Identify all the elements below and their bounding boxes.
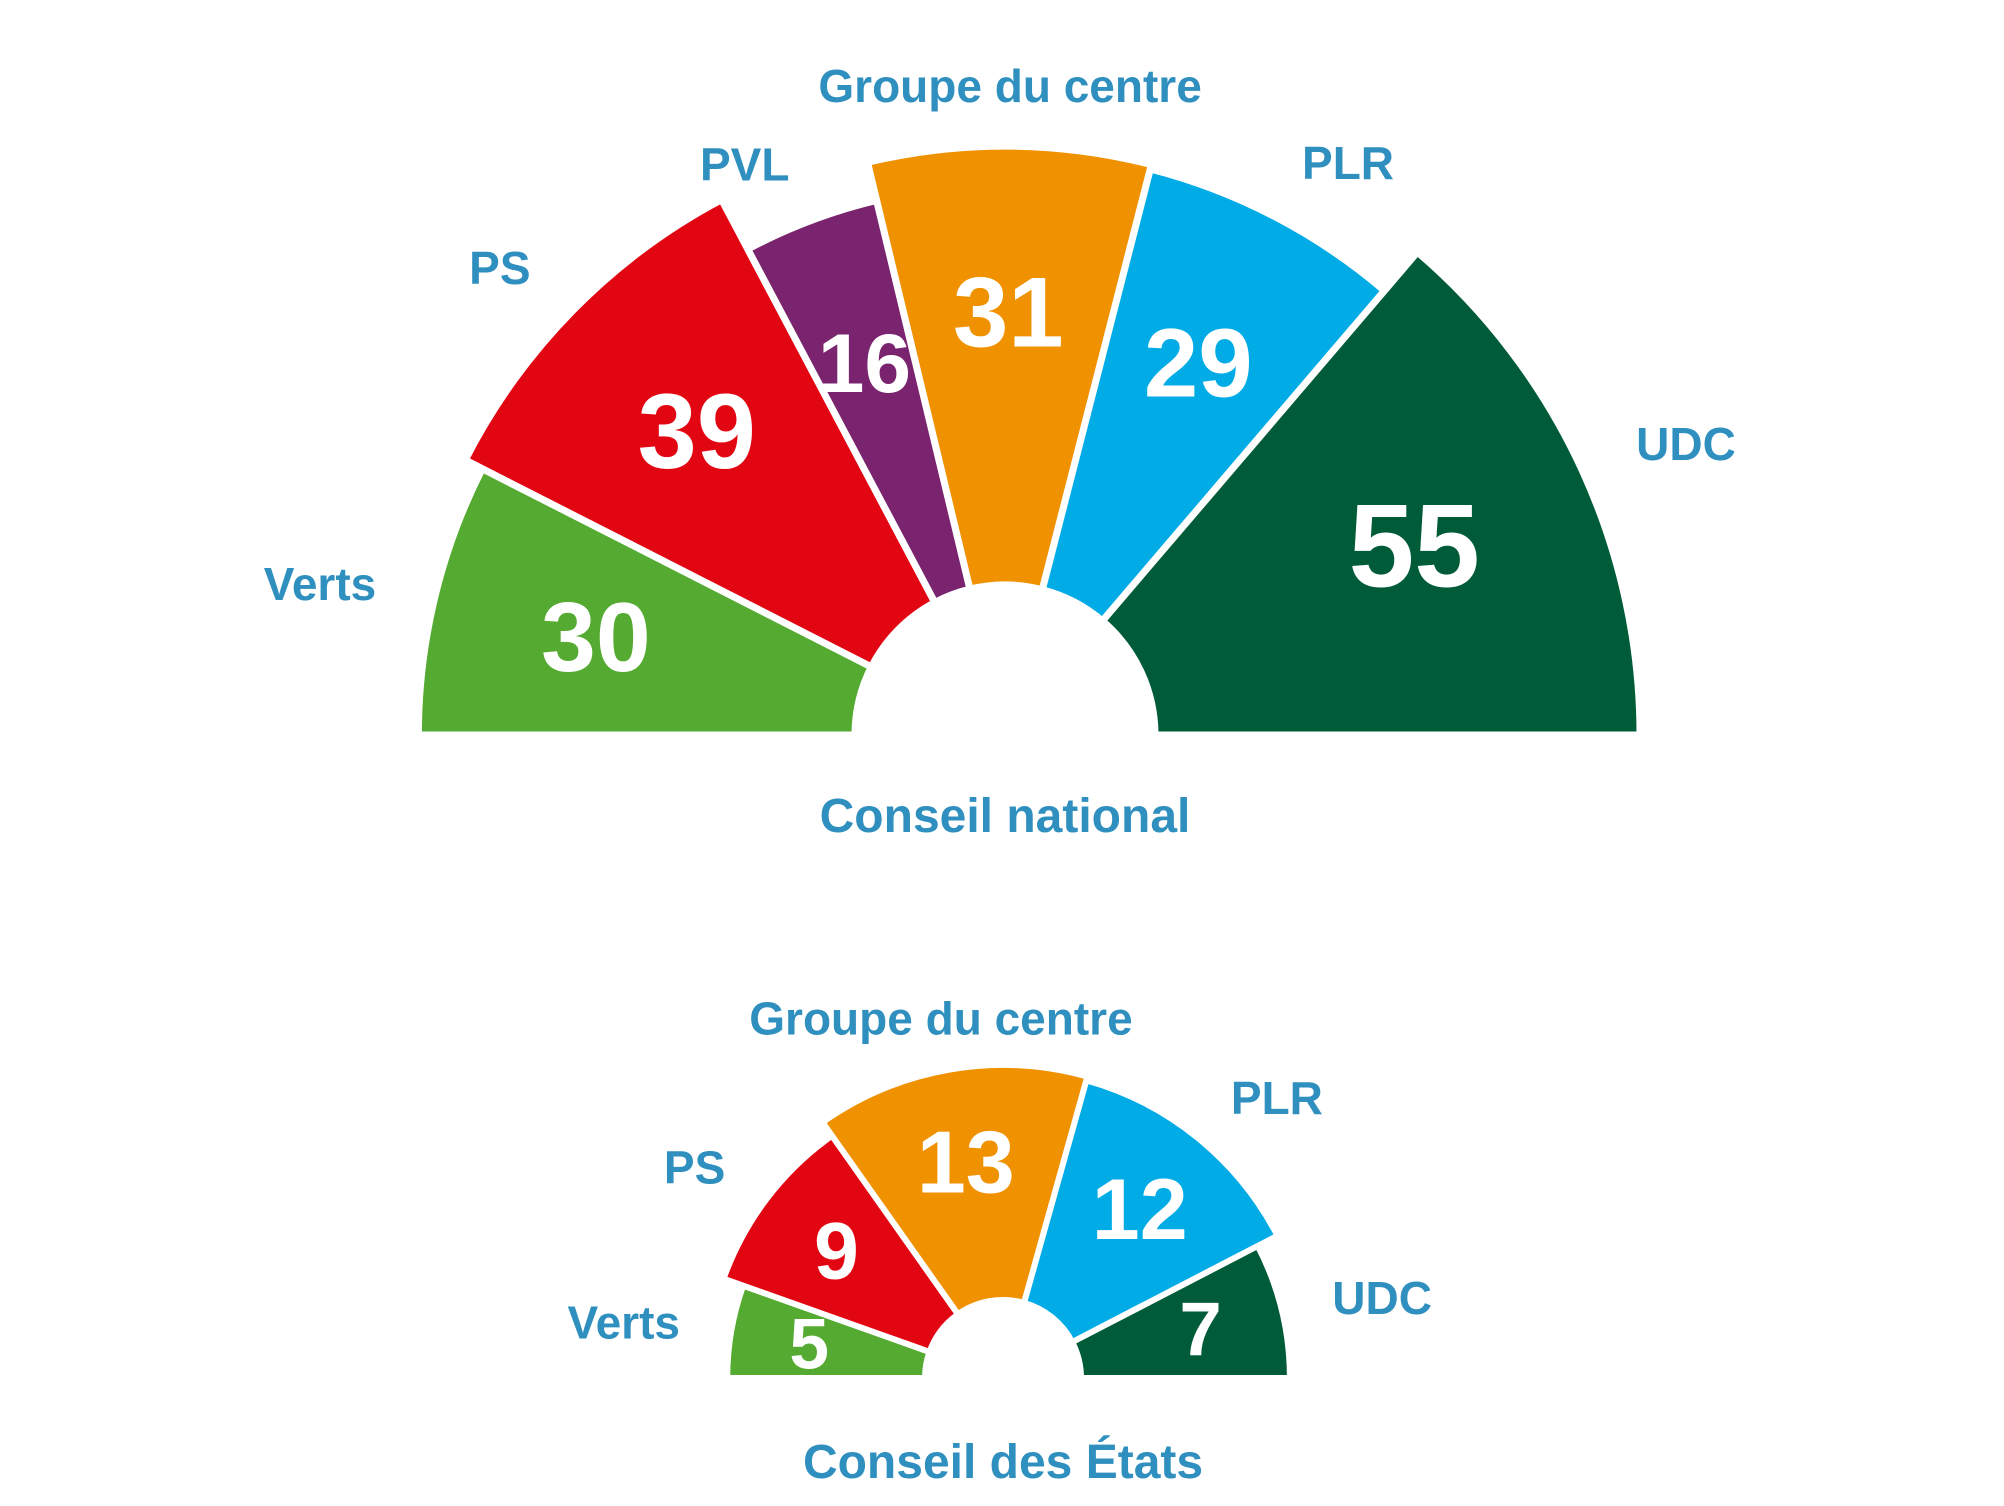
party-label-pvl: PVL <box>700 139 789 191</box>
chart-title-conseil-national: Conseil national <box>820 790 1191 843</box>
party-label-plr: PLR <box>1302 137 1394 189</box>
slice-plr <box>1038 165 1388 625</box>
chart-conseil-national: 30 Verts 39 PS 16 PVL 31 Groupe du centre 29 PLR 5… <box>264 60 1736 739</box>
slice-groupe-du-centre <box>819 1062 1091 1318</box>
value-label-pvl: 16 <box>818 316 911 410</box>
party-label-verts: Verts <box>567 1296 680 1348</box>
party-label-groupe-du-centre: Groupe du centre <box>818 60 1201 112</box>
value-label-udc: 7 <box>1179 1287 1221 1372</box>
party-label-udc: UDC <box>1332 1272 1432 1324</box>
value-label-verts: 30 <box>541 582 651 692</box>
party-label-plr: PLR <box>1231 1072 1323 1124</box>
party-label-ps: PS <box>469 242 530 294</box>
slice-udc <box>1069 1243 1293 1381</box>
party-label-verts: Verts <box>264 558 377 610</box>
value-label-plr: 29 <box>1144 308 1253 417</box>
slice-verts <box>414 465 875 739</box>
slice-ps <box>720 1132 962 1355</box>
value-label-verts: 5 <box>789 1305 829 1385</box>
slice-ps <box>461 196 939 671</box>
slice-udc <box>1098 248 1644 739</box>
chart-conseil-des-etats: 5 Verts 9 PS 13 Groupe du centre 12 PLR 7 UDC <box>567 992 1431 1384</box>
chart-title-conseil-des-etats: Conseil des États <box>803 1435 1203 1489</box>
slice-groupe-du-centre <box>864 142 1155 594</box>
value-label-groupe-du-centre: 13 <box>917 1113 1015 1212</box>
value-label-ps: 39 <box>638 372 756 491</box>
party-label-ps: PS <box>664 1141 725 1193</box>
value-label-plr: 12 <box>1092 1162 1188 1258</box>
party-label-groupe-du-centre: Groupe du centre <box>749 992 1132 1044</box>
party-label-udc: UDC <box>1636 418 1736 470</box>
slice-plr <box>1021 1077 1281 1346</box>
value-label-groupe-du-centre: 31 <box>953 257 1064 368</box>
value-label-udc: 55 <box>1349 480 1480 612</box>
value-label-ps: 9 <box>814 1207 859 1297</box>
